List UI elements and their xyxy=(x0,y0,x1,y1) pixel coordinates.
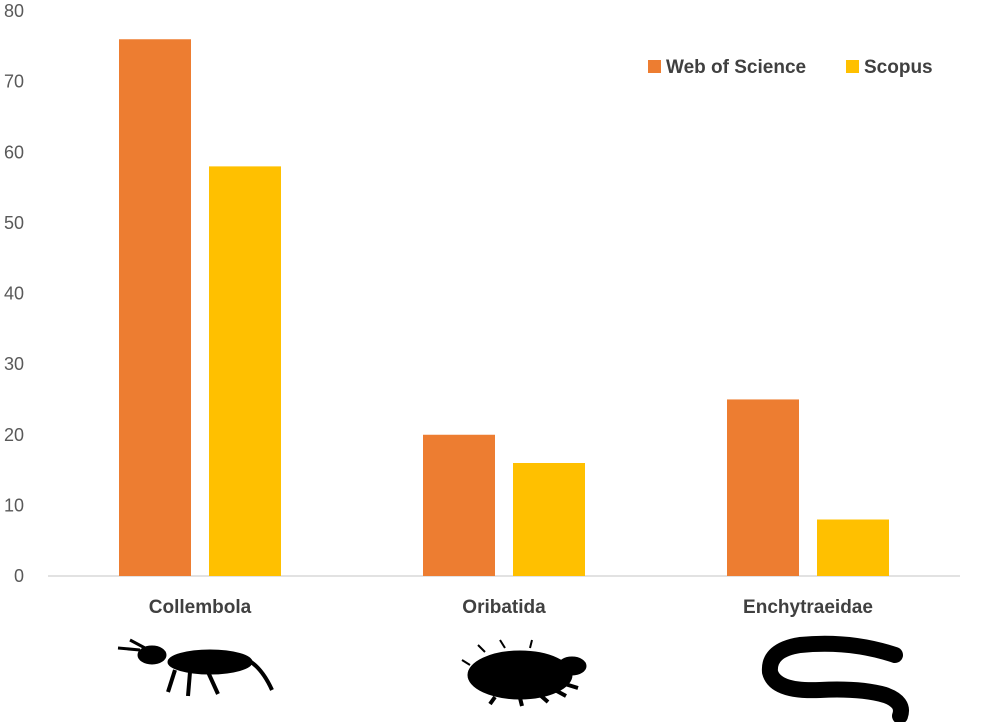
bar-web-of-science-collembola xyxy=(119,39,191,576)
bar-scopus-collembola xyxy=(209,166,281,576)
y-tick-label: 20 xyxy=(4,425,24,445)
y-tick-label: 10 xyxy=(4,495,24,515)
springtail-silhouette-icon xyxy=(117,638,274,697)
y-axis-ticks: 0 10 20 30 40 50 60 70 80 xyxy=(4,1,24,586)
worm-silhouette-icon xyxy=(761,635,909,722)
legend-swatch xyxy=(648,60,661,73)
bar-web-of-science-enchytraeidae xyxy=(727,399,799,576)
y-tick-label: 40 xyxy=(4,284,24,304)
bar-web-of-science-oribatida xyxy=(423,434,495,576)
y-tick-label: 70 xyxy=(4,72,24,92)
y-tick-label: 80 xyxy=(4,1,24,21)
legend-swatch xyxy=(846,60,859,73)
y-tick-label: 50 xyxy=(4,213,24,233)
bars xyxy=(119,39,889,576)
y-tick-label: 60 xyxy=(4,142,24,162)
legend-label: Scopus xyxy=(864,57,933,78)
category-labels: Collembola Oribatida Enchytraeidae xyxy=(149,597,873,618)
x-category-label: Enchytraeidae xyxy=(743,597,873,618)
mite-silhouette-icon xyxy=(461,639,587,707)
x-category-label: Collembola xyxy=(149,597,252,618)
y-tick-label: 30 xyxy=(4,354,24,374)
bar-scopus-oribatida xyxy=(513,463,585,576)
bar-scopus-enchytraeidae xyxy=(817,519,889,576)
x-category-label: Oribatida xyxy=(462,597,546,618)
y-tick-label: 0 xyxy=(14,566,24,586)
legend-label: Web of Science xyxy=(666,57,806,78)
legend: Web of Science Scopus xyxy=(648,57,933,78)
